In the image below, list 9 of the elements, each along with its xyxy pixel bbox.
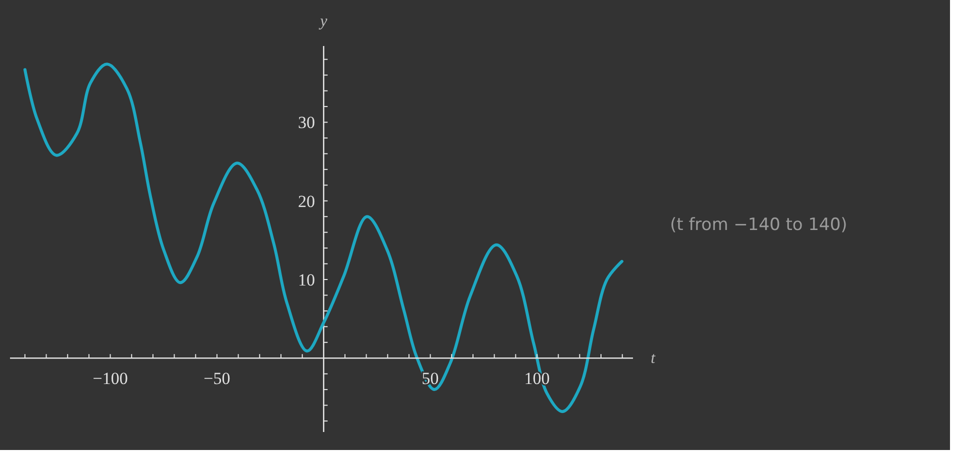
y-axis-title: y xyxy=(318,13,328,30)
line-series xyxy=(23,62,624,414)
x-tick-label: −100 xyxy=(92,368,128,388)
x-tick-label: −50 xyxy=(204,368,230,388)
y-tick-label: 10 xyxy=(298,270,315,290)
y-tick-label: 20 xyxy=(298,192,315,211)
y-tick-label: 30 xyxy=(298,113,315,132)
text: (t from −140 to 140) xyxy=(670,215,848,235)
x-axis-title: t xyxy=(650,350,656,368)
